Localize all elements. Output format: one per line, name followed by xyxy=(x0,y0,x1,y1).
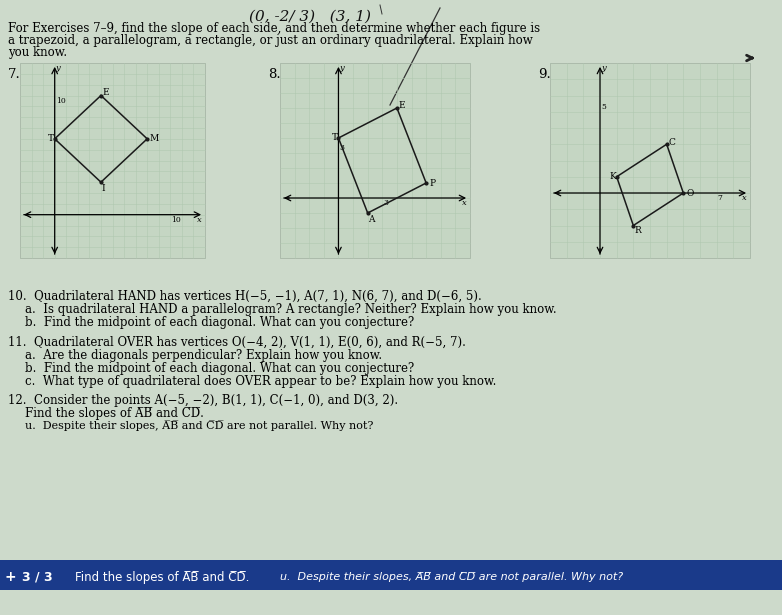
Text: R: R xyxy=(634,226,641,235)
Text: I: I xyxy=(102,184,106,192)
Text: Find the slopes of A̅B̅ and C̅D̅.: Find the slopes of A̅B̅ and C̅D̅. xyxy=(25,407,204,420)
Text: a.  Are the diagonals perpendicular? Explain how you know.: a. Are the diagonals perpendicular? Expl… xyxy=(25,349,382,362)
Text: Find the slopes of A̅B̅ and C̅D̅.: Find the slopes of A̅B̅ and C̅D̅. xyxy=(75,571,249,584)
Text: C: C xyxy=(669,138,676,147)
Text: 12.  Consider the points A(−5, −2), B(1, 1), C(−1, 0), and D(3, 2).: 12. Consider the points A(−5, −2), B(1, … xyxy=(8,394,398,407)
Bar xyxy=(280,63,470,258)
Text: P: P xyxy=(429,178,436,188)
Text: a trapezoid, a parallelogram, a rectangle, or just an ordinary quadrilateral. Ex: a trapezoid, a parallelogram, a rectangl… xyxy=(8,34,533,47)
Text: y: y xyxy=(339,64,344,72)
Text: 3: 3 xyxy=(339,144,344,152)
Text: A: A xyxy=(368,215,375,223)
Text: +: + xyxy=(5,570,16,584)
Text: 11.  Quadrilateral OVER has vertices O(−4, 2), V(1, 1), E(0, 6), and R(−5, 7).: 11. Quadrilateral OVER has vertices O(−4… xyxy=(8,336,466,349)
Text: you know.: you know. xyxy=(8,46,67,59)
Text: T: T xyxy=(332,133,338,143)
Text: 9.: 9. xyxy=(538,68,551,81)
Text: c.  What type of quadrilateral does OVER appear to be? Explain how you know.: c. What type of quadrilateral does OVER … xyxy=(25,375,497,388)
Text: 10.  Quadrilateral HAND has vertices H(−5, −1), A(7, 1), N(6, 7), and D(−6, 5).: 10. Quadrilateral HAND has vertices H(−5… xyxy=(8,290,482,303)
Text: 10: 10 xyxy=(56,97,66,105)
Text: x: x xyxy=(742,194,747,202)
Text: K: K xyxy=(610,172,616,181)
Text: b.  Find the midpoint of each diagonal. What can you conjecture?: b. Find the midpoint of each diagonal. W… xyxy=(25,316,414,329)
Text: b.  Find the midpoint of each diagonal. What can you conjecture?: b. Find the midpoint of each diagonal. W… xyxy=(25,362,414,375)
Text: a.  Is quadrilateral HAND a parallelogram? A rectangle? Neither? Explain how you: a. Is quadrilateral HAND a parallelogram… xyxy=(25,303,557,316)
Text: (0, -2∕ 3)   (3, 1): (0, -2∕ 3) (3, 1) xyxy=(249,10,371,24)
Text: 8.: 8. xyxy=(268,68,281,81)
Text: u.  Despite their slopes, A̅B̅ and C̅D̅ are not parallel. Why not?: u. Despite their slopes, A̅B̅ and C̅D̅ a… xyxy=(280,572,623,582)
Text: 5: 5 xyxy=(601,103,606,111)
Text: y: y xyxy=(601,64,606,72)
Text: E: E xyxy=(103,88,109,97)
Text: O: O xyxy=(687,189,694,197)
Bar xyxy=(550,63,750,258)
Text: 3 / 3: 3 / 3 xyxy=(22,571,52,584)
Text: T: T xyxy=(48,134,54,143)
Bar xyxy=(0,560,782,590)
Bar xyxy=(20,63,205,258)
Text: For Exercises 7–9, find the slope of each side, and then determine whether each : For Exercises 7–9, find the slope of eac… xyxy=(8,22,540,35)
Text: y: y xyxy=(56,64,60,72)
Text: 3: 3 xyxy=(383,199,389,207)
Text: x: x xyxy=(197,216,202,224)
Text: u.  Despite their slopes, A̅B̅ and C̅D̅ are not parallel. Why not?: u. Despite their slopes, A̅B̅ and C̅D̅ a… xyxy=(25,420,373,430)
Text: 10: 10 xyxy=(171,216,181,224)
Text: 7.: 7. xyxy=(8,68,21,81)
Text: E: E xyxy=(399,100,406,109)
Text: x: x xyxy=(462,199,467,207)
Text: 7: 7 xyxy=(718,194,723,202)
Text: M: M xyxy=(149,134,159,143)
